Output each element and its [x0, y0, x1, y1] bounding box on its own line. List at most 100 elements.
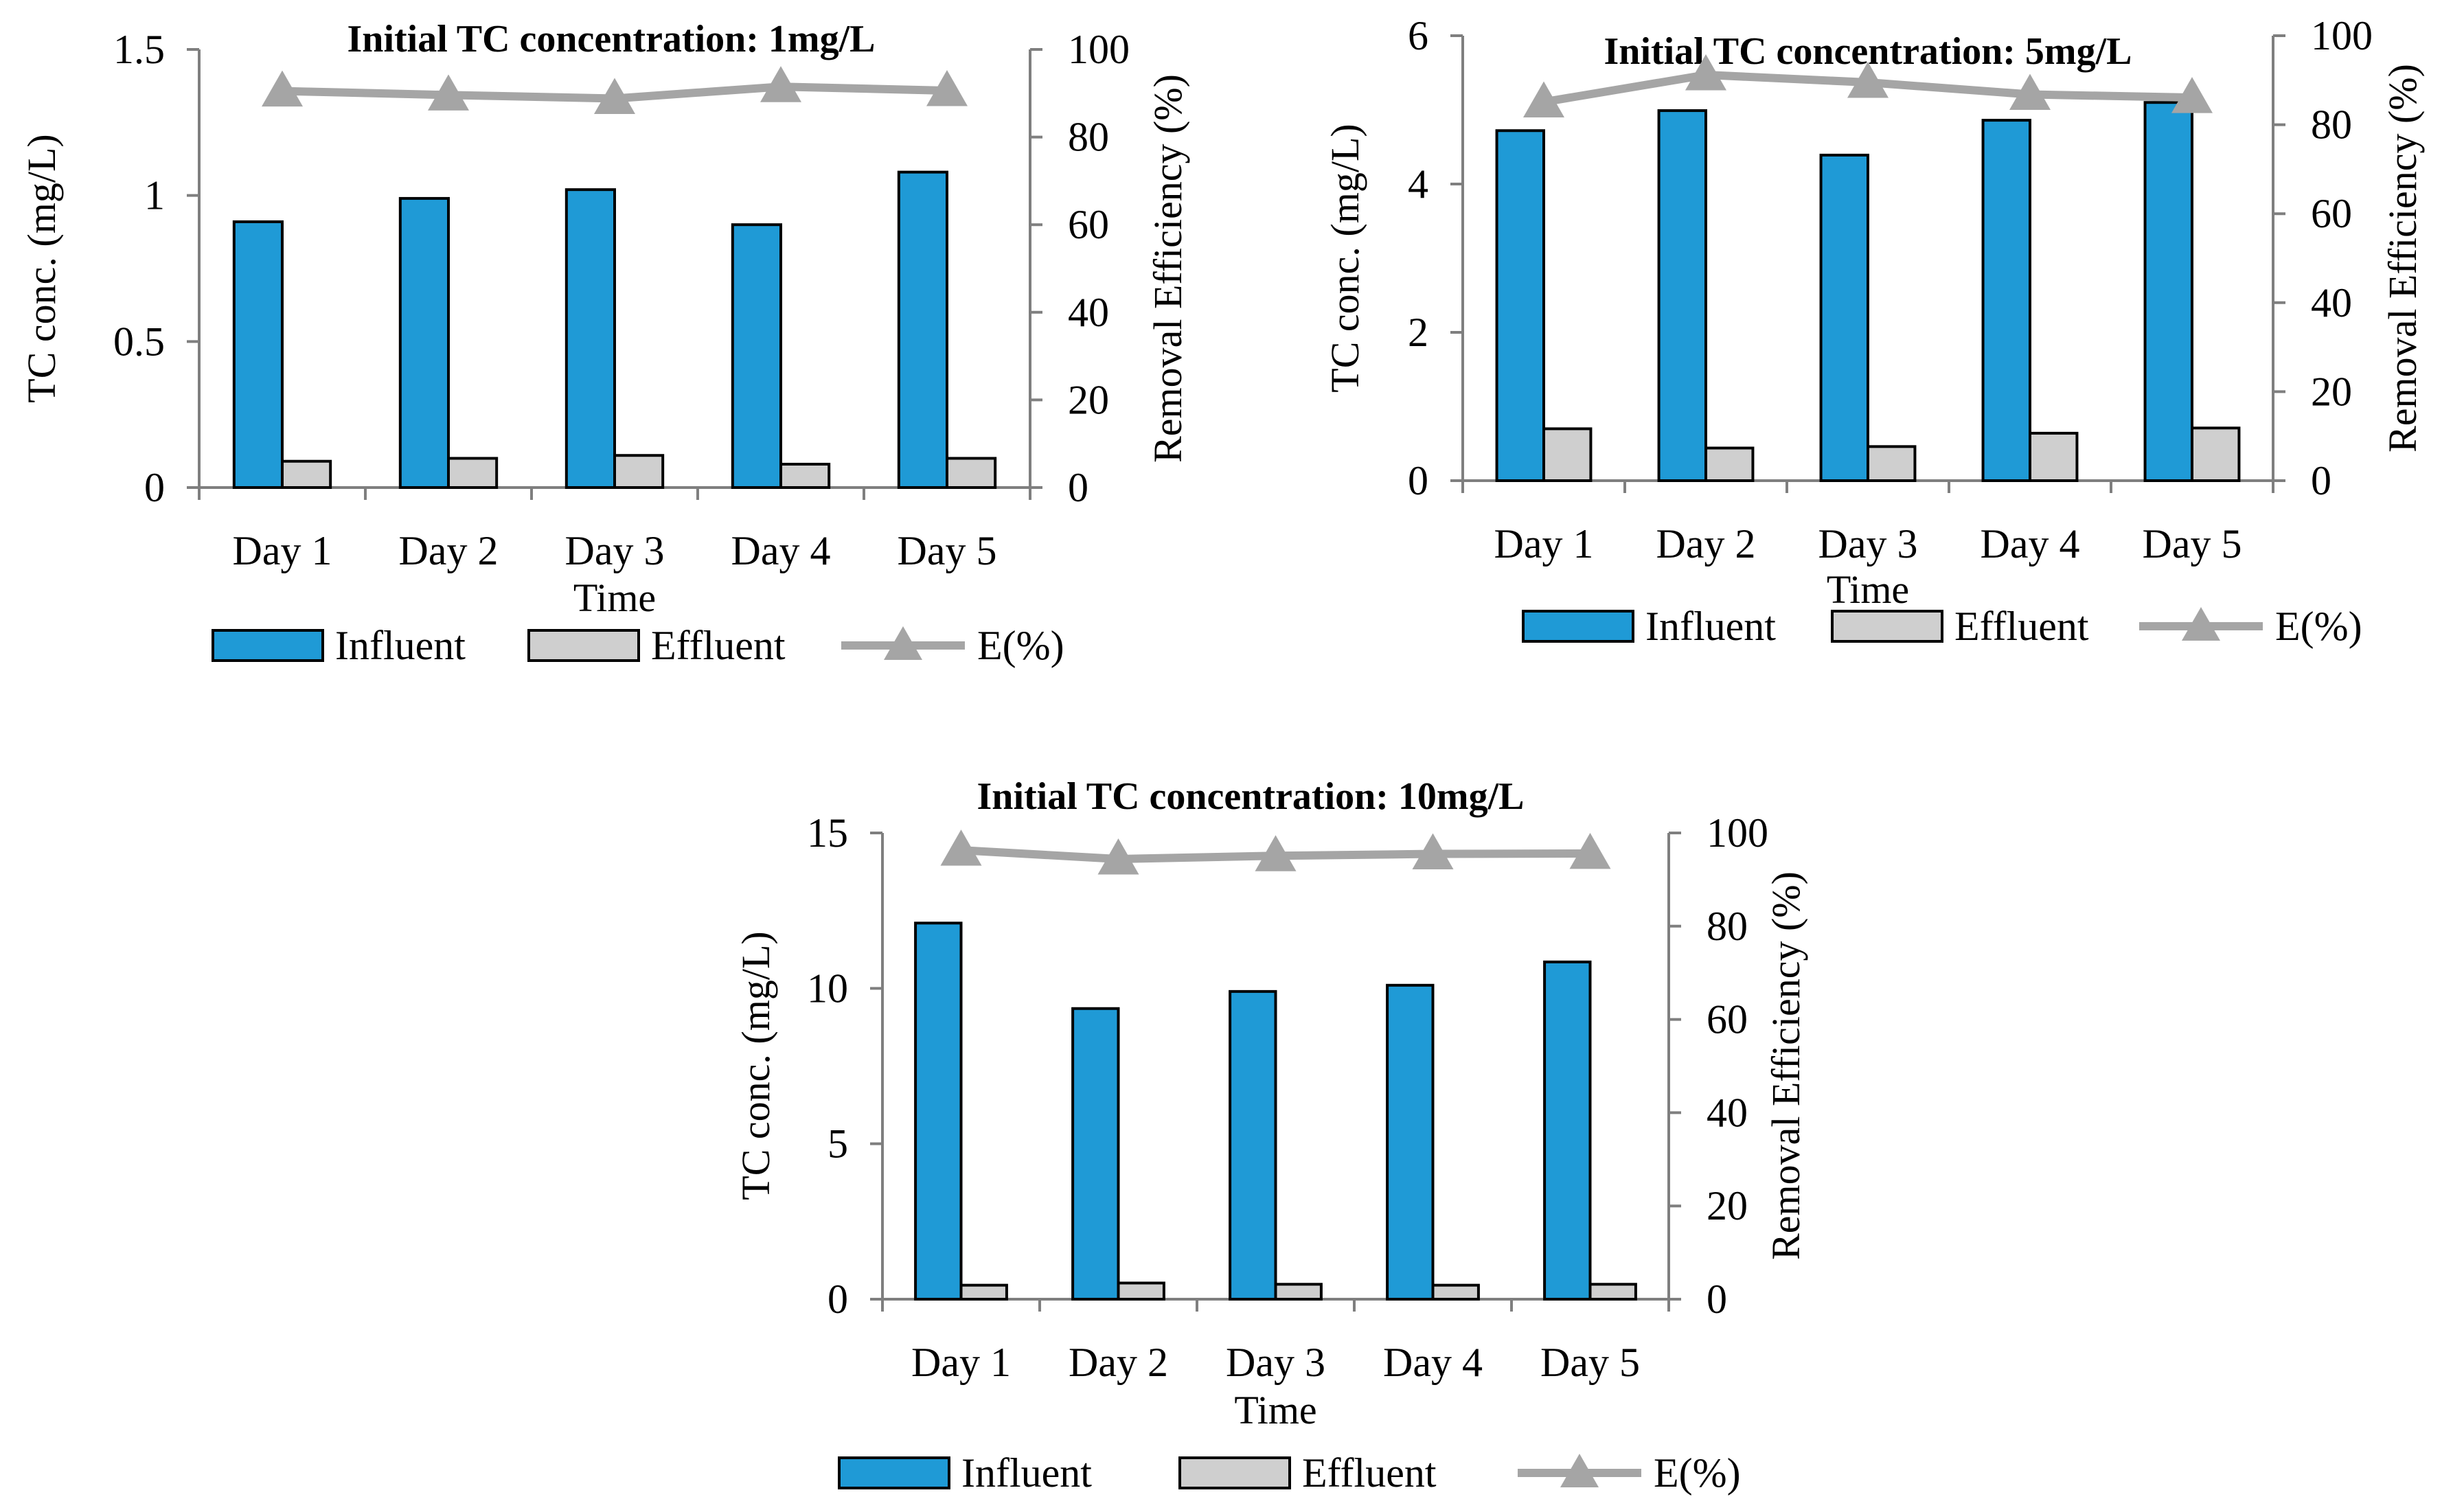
efficiency-marker: [262, 70, 303, 107]
y2-axis-label: Removal Efficiency (%): [2380, 64, 2425, 453]
y-axis-label: TC conc. (mg/L): [1323, 124, 1367, 392]
x-tick-label: Day 3: [565, 528, 665, 573]
legend-marker-efficiency: [1560, 1454, 1599, 1487]
legend-swatch-effluent: [1831, 610, 1943, 643]
x-tick-label: Day 1: [233, 528, 332, 573]
y2-tick-label: 100: [1707, 810, 1768, 856]
bar-influent: [1543, 960, 1592, 1301]
legend-swatch-effluent: [527, 629, 640, 662]
bar-influent: [398, 196, 450, 489]
y-tick-label: 2: [1408, 310, 1428, 355]
x-tick-label: Day 5: [1540, 1340, 1640, 1385]
x-tick-label: Day 4: [1383, 1340, 1483, 1385]
efficiency-marker: [1097, 838, 1139, 875]
legend-swatch-influent: [1522, 610, 1634, 643]
bar-effluent: [779, 462, 831, 489]
efficiency-marker: [1569, 832, 1611, 869]
efficiency-marker: [926, 69, 968, 106]
x-tick-label: Day 2: [399, 528, 499, 573]
x-tick-label: Day 1: [911, 1340, 1011, 1385]
efficiency-marker: [428, 74, 469, 111]
y-tick-label: 1: [144, 173, 165, 218]
y-tick-label: 0.5: [113, 319, 165, 364]
bar-influent: [1229, 989, 1277, 1301]
efficiency-marker: [1847, 62, 1889, 98]
bar-effluent: [281, 459, 332, 489]
y2-tick-label: 100: [1068, 27, 1130, 72]
efficiency-marker: [1412, 833, 1454, 870]
x-tick-label: Day 4: [1981, 521, 2080, 567]
legend: Influent Effluent E(%): [838, 1450, 1741, 1496]
chart-title: Initial TC concentration: 10mg/L: [977, 775, 1525, 818]
y2-tick-label: 0: [1068, 465, 1088, 510]
bar-effluent: [613, 454, 665, 489]
legend-swatch-influent: [838, 1456, 950, 1489]
bar-effluent: [2029, 431, 2079, 483]
legend-label-effluent: Effluent: [651, 623, 786, 668]
y-axis-label: TC conc. (mg/L): [19, 134, 64, 402]
chart-1: Initial TC concentration: 1mg/L 0 0.5 1 1.5 0…: [19, 18, 1190, 668]
legend-marker-efficiency: [2182, 607, 2220, 641]
bar-effluent: [1867, 445, 1917, 483]
bar-effluent: [447, 457, 499, 490]
bar-influent: [731, 223, 782, 489]
y2-tick-label: 60: [1707, 997, 1748, 1042]
bar-influent: [1657, 109, 1708, 482]
y-tick-label: 15: [807, 810, 848, 856]
x-axis-label: Time: [573, 575, 656, 620]
bar-effluent: [1431, 1283, 1480, 1301]
legend-label-influent: Influent: [335, 623, 466, 668]
legend-label-influent: Influent: [1645, 604, 1776, 649]
y-tick-label: 0: [144, 465, 165, 510]
bar-influent: [2143, 101, 2194, 482]
bar-influent: [1071, 1007, 1120, 1301]
legend-label-effluent: Effluent: [1954, 604, 2089, 649]
chart-3: Initial TC concentration: 10mg/L 0 5 10 15 0 2…: [733, 775, 1808, 1496]
legend: Influent Effluent E(%): [212, 623, 1064, 668]
y2-tick-label: 40: [1068, 290, 1109, 335]
y2-tick-label: 0: [1707, 1277, 1727, 1322]
bar-influent: [1981, 119, 2032, 482]
y2-tick-label: 80: [1707, 904, 1748, 949]
bar-influent: [1495, 129, 1546, 483]
x-axis-label: Time: [1827, 567, 1909, 612]
legend-label-effluent: Effluent: [1302, 1450, 1437, 1496]
x-tick-label: Day 3: [1226, 1340, 1325, 1385]
y-tick-label: 1.5: [113, 27, 165, 72]
bar-effluent: [1588, 1283, 1637, 1301]
bar-effluent: [1542, 427, 1593, 483]
bar-effluent: [1117, 1281, 1165, 1301]
legend-swatch-effluent: [1178, 1456, 1291, 1489]
legend-label-influent: Influent: [961, 1450, 1092, 1496]
bar-influent: [897, 170, 948, 489]
efficiency-marker: [2009, 73, 2051, 111]
y2-axis-label: Removal Efficiency (%): [1145, 74, 1190, 463]
y2-tick-label: 20: [2311, 369, 2352, 414]
y-axis-label: TC conc. (mg/L): [733, 931, 778, 1200]
x-tick-label: Day 5: [2143, 521, 2242, 567]
legend-marker-efficiency: [884, 626, 922, 660]
y-tick-label: 5: [828, 1121, 848, 1167]
chart-2: Initial TC concentration: 5mg/L024602040…: [1323, 13, 2425, 649]
y2-tick-label: 80: [1068, 115, 1109, 160]
y2-tick-label: 20: [1707, 1183, 1748, 1228]
legend-swatch-influent: [212, 629, 324, 662]
bar-influent: [1386, 983, 1435, 1301]
x-tick-label: Day 2: [1656, 521, 1756, 567]
bar-influent: [232, 220, 284, 489]
chart-title: Initial TC concentration: 1mg/L: [347, 18, 876, 60]
efficiency-marker: [1685, 54, 1726, 91]
y2-tick-label: 80: [2311, 102, 2352, 148]
x-tick-label: Day 5: [898, 528, 997, 573]
efficiency-marker: [760, 66, 801, 102]
efficiency-marker: [1255, 835, 1297, 871]
legend-label-efficiency: E(%): [2275, 604, 2362, 649]
efficiency-marker: [2171, 77, 2213, 113]
y2-tick-label: 60: [1068, 202, 1109, 247]
y2-tick-label: 60: [2311, 191, 2352, 236]
y-tick-label: 0: [1408, 458, 1428, 503]
y-tick-label: 4: [1408, 161, 1428, 207]
efficiency-marker: [940, 830, 982, 866]
x-axis-label: Time: [1234, 1388, 1316, 1432]
